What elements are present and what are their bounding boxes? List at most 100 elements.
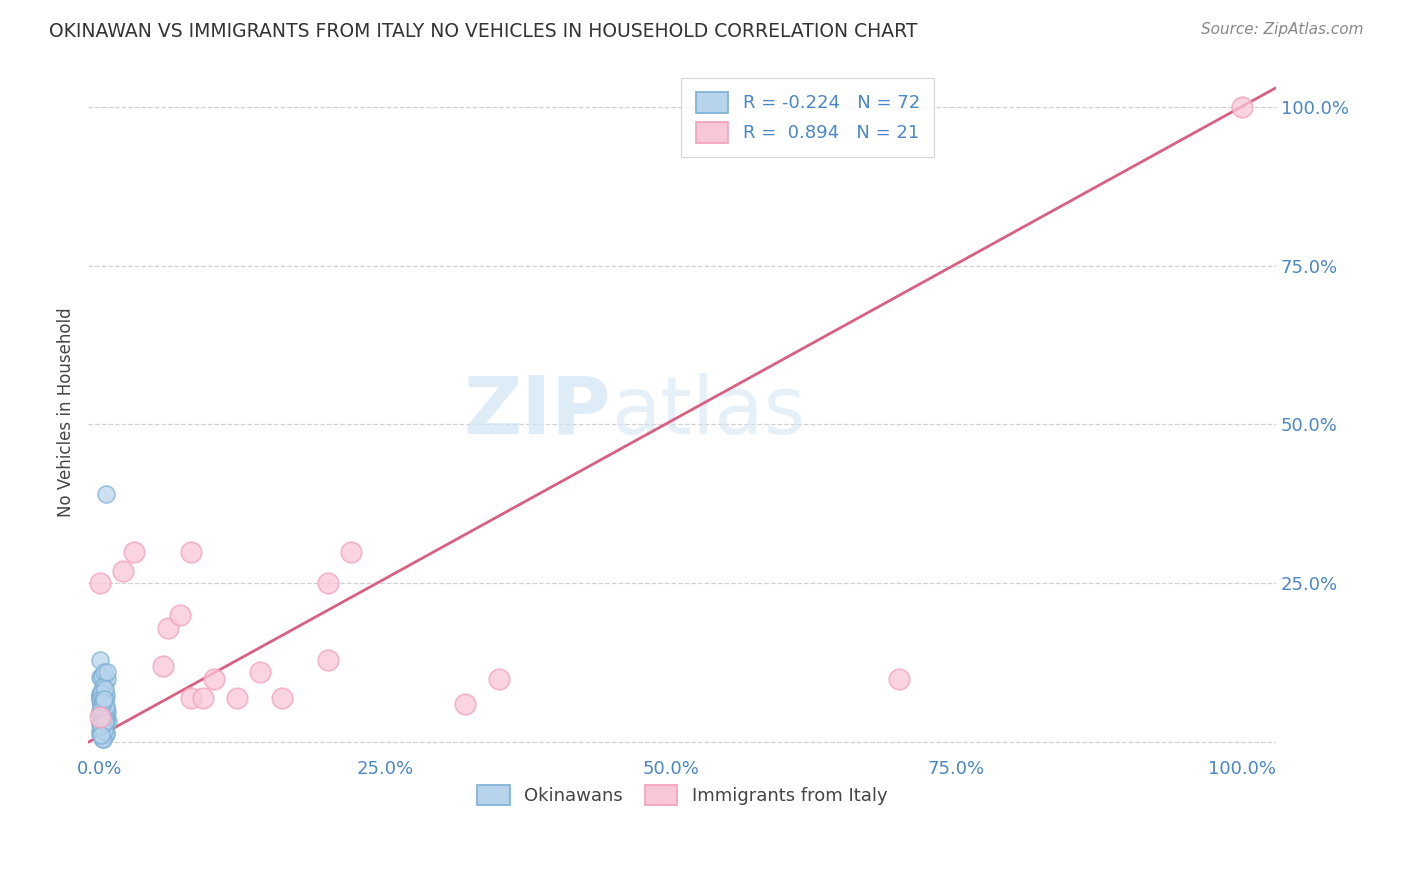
Point <box>90 710 112 724</box>
Point <box>90 716 112 731</box>
Point <box>96 665 118 679</box>
Point <box>316 576 339 591</box>
Legend: Okinawans, Immigrants from Italy: Okinawans, Immigrants from Italy <box>468 776 896 814</box>
Point <box>90 695 112 709</box>
Point <box>90 716 112 731</box>
Point <box>94 692 117 706</box>
Point <box>94 703 117 717</box>
Point <box>89 576 111 591</box>
Point <box>90 700 112 714</box>
Point <box>89 653 111 667</box>
Point <box>90 697 112 711</box>
Point <box>90 712 112 726</box>
Point <box>90 686 112 700</box>
Point <box>89 687 111 701</box>
Point <box>94 710 117 724</box>
Point <box>89 723 111 738</box>
Y-axis label: No Vehicles in Household: No Vehicles in Household <box>58 307 75 516</box>
Point <box>94 726 117 740</box>
Text: OKINAWAN VS IMMIGRANTS FROM ITALY NO VEHICLES IN HOUSEHOLD CORRELATION CHART: OKINAWAN VS IMMIGRANTS FROM ITALY NO VEH… <box>49 22 918 41</box>
Point <box>90 728 112 742</box>
Point <box>96 698 118 713</box>
Point <box>122 544 145 558</box>
Point <box>94 684 117 698</box>
Point <box>97 714 120 728</box>
Point <box>94 701 117 715</box>
Point <box>93 681 115 696</box>
Point <box>90 714 112 729</box>
Point <box>91 699 114 714</box>
Point <box>89 707 111 722</box>
Point <box>91 695 114 709</box>
Point <box>96 672 118 686</box>
Text: Source: ZipAtlas.com: Source: ZipAtlas.com <box>1201 22 1364 37</box>
Point <box>887 672 910 686</box>
Point <box>96 705 118 719</box>
Point <box>488 672 510 686</box>
Point <box>94 689 117 703</box>
Point <box>271 690 294 705</box>
Point <box>111 564 134 578</box>
Point <box>91 700 114 714</box>
Point <box>89 705 111 719</box>
Point <box>94 714 117 728</box>
Point <box>180 690 202 705</box>
Point <box>94 704 117 718</box>
Point <box>91 694 114 708</box>
Text: ZIP: ZIP <box>464 373 612 450</box>
Point <box>93 665 115 680</box>
Point <box>180 544 202 558</box>
Point <box>90 701 112 715</box>
Point <box>202 672 225 686</box>
Point <box>89 690 111 705</box>
Point <box>94 674 117 689</box>
Point <box>90 683 112 698</box>
Point <box>157 621 180 635</box>
Point <box>91 689 114 703</box>
Point <box>249 665 271 680</box>
Point <box>90 672 112 686</box>
Point <box>316 652 339 666</box>
Point <box>94 487 117 501</box>
Point <box>93 695 115 709</box>
Text: atlas: atlas <box>612 373 806 450</box>
Point <box>90 723 112 737</box>
Point <box>90 708 112 723</box>
Point <box>89 670 111 684</box>
Point <box>89 727 111 741</box>
Point <box>90 718 112 732</box>
Point <box>91 731 114 746</box>
Point <box>91 696 114 710</box>
Point <box>90 718 112 732</box>
Point <box>90 719 112 733</box>
Point <box>340 544 363 558</box>
Point <box>90 697 112 711</box>
Point <box>93 723 115 738</box>
Point <box>191 690 214 705</box>
Point <box>94 715 117 730</box>
Point <box>90 711 112 725</box>
Point <box>169 608 191 623</box>
Point <box>225 690 247 705</box>
Point <box>152 659 174 673</box>
Point <box>94 713 117 727</box>
Point <box>93 723 115 737</box>
Point <box>89 692 111 706</box>
Point <box>90 731 112 745</box>
Point <box>89 710 111 724</box>
Point <box>89 689 111 703</box>
Point <box>91 680 114 694</box>
Point <box>93 711 115 725</box>
Point <box>454 697 477 711</box>
Point <box>94 727 117 741</box>
Point <box>90 669 112 683</box>
Point <box>90 695 112 709</box>
Point <box>89 717 111 731</box>
Point <box>89 705 111 719</box>
Point <box>96 690 118 704</box>
Point <box>93 731 115 746</box>
Point <box>90 707 112 722</box>
Point <box>1230 100 1253 114</box>
Point <box>93 692 115 706</box>
Point <box>90 691 112 706</box>
